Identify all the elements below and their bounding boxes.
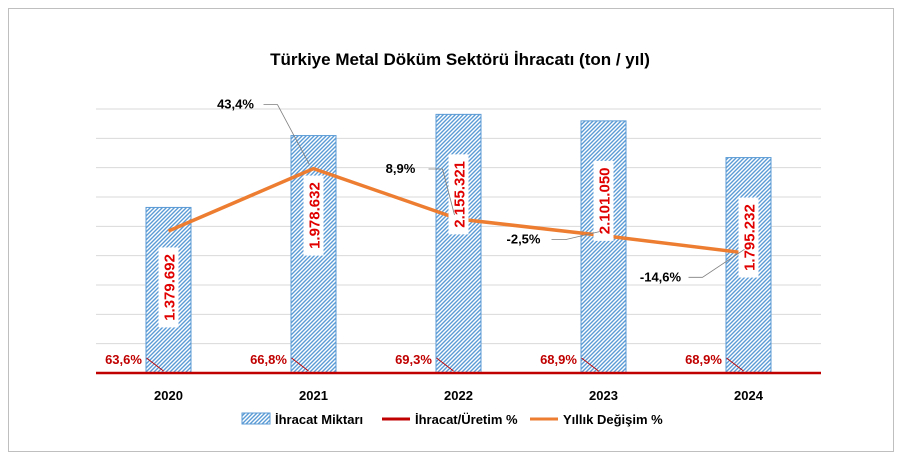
x-axis: 2020 2021 2022 2023 2024 — [154, 388, 764, 403]
x-tick-2024: 2024 — [734, 388, 764, 403]
bar-value-label-group: 1.795.232 — [738, 197, 759, 278]
chart: Türkiye Metal Döküm Sektörü İhracatı (to… — [96, 50, 821, 427]
ratio-leader — [291, 357, 309, 372]
bar-value-label-bg — [738, 197, 759, 278]
change-leader — [688, 248, 745, 278]
bar-value-label: 1.978.632 — [307, 182, 324, 249]
bar-value-label-bg — [158, 247, 179, 328]
ratio-label: 66,8% — [250, 352, 287, 367]
legend-swatch-bar — [241, 412, 271, 425]
legend-item: İhracat/Üretim % — [382, 412, 518, 427]
legend-label: Yıllık Değişim % — [563, 412, 663, 427]
change-label: 43,4% — [217, 97, 254, 112]
change-label: -2,5% — [507, 232, 541, 247]
legend-label: İhracat Miktarı — [275, 412, 363, 427]
bar-value-label: 2.155.321 — [452, 161, 469, 228]
bar-value-label-group: 2.101.050 — [593, 160, 614, 241]
bar-value-label-group: 2.155.321 — [448, 154, 469, 235]
legend-item: Yıllık Değişim % — [530, 412, 663, 427]
ratio-leader — [726, 357, 744, 372]
legend: İhracat Miktarı İhracat/Üretim % Yıllık De… — [241, 412, 663, 427]
x-tick-2022: 2022 — [444, 388, 473, 403]
bar-value-label-bg — [593, 160, 614, 241]
bar-value-label: 1.795.232 — [742, 204, 759, 271]
ratio-label: 68,9% — [685, 352, 722, 367]
ratio-leader — [146, 357, 164, 372]
ratio-label: 69,3% — [395, 352, 432, 367]
legend-item: İhracat Miktarı — [241, 412, 363, 427]
legend-label: İhracat/Üretim % — [415, 412, 518, 427]
x-tick-2020: 2020 — [154, 388, 183, 403]
x-tick-2023: 2023 — [589, 388, 618, 403]
ratio-leader — [436, 357, 454, 372]
bar-value-label-bg — [303, 175, 324, 256]
bar-value-label-bg — [448, 154, 469, 235]
bar-2022 — [435, 113, 482, 374]
x-tick-2021: 2021 — [299, 388, 328, 403]
bar-2023 — [580, 120, 627, 374]
data-labels: 1.379.692 1.978.632 2.155.321 2.101.050 1.79… — [105, 97, 759, 372]
bar-value-label-group: 1.978.632 — [303, 175, 324, 256]
change-leader — [551, 231, 600, 241]
ratio-leader — [581, 357, 599, 372]
chart-frame: Türkiye Metal Döküm Sektörü İhracatı (to… — [8, 8, 894, 452]
ratio-label: 63,6% — [105, 352, 142, 367]
chart-title: Türkiye Metal Döküm Sektörü İhracatı (to… — [270, 50, 650, 69]
bar-value-label-group: 1.379.692 — [158, 247, 179, 328]
ratio-label: 68,9% — [540, 352, 577, 367]
bar-value-label: 1.379.692 — [162, 254, 179, 321]
bar-value-label: 2.101.050 — [597, 168, 614, 235]
change-leader — [428, 168, 455, 216]
change-label: -14,6% — [640, 269, 682, 284]
change-leader — [263, 104, 310, 165]
change-label: 8,9% — [386, 161, 416, 176]
